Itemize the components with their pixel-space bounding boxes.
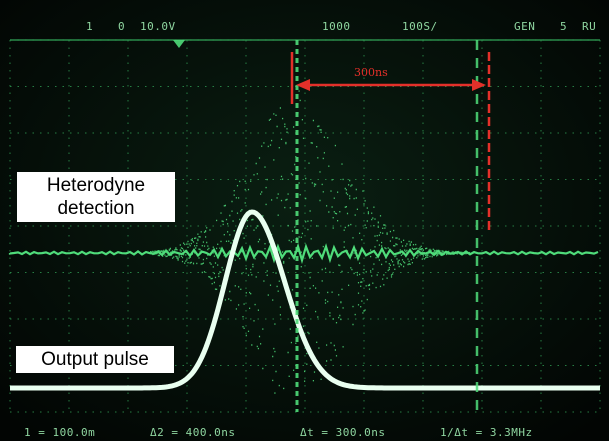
readout-inverse-delta-t: 1/Δt = 3.3MHz — [440, 426, 533, 439]
readout-gen-num: 5 — [560, 20, 568, 33]
marker-arrow-right — [472, 79, 486, 91]
readout-timebase: 1000 — [322, 20, 351, 33]
readout-ch1: 1 = 100.0m — [24, 426, 96, 439]
readout-trigger: 0 — [118, 20, 126, 33]
readout-samplerate: 100S/ — [402, 20, 438, 33]
output-pulse-trace — [10, 209, 600, 391]
marker-arrow-left — [296, 79, 310, 91]
readout-channel: 1 — [86, 20, 94, 33]
output-pulse-label: Output pulse — [16, 346, 174, 373]
trigger-position-marker — [173, 40, 185, 48]
readout-delta-t: Δt = 300.0ns — [300, 426, 386, 439]
time-markers — [290, 40, 491, 412]
readout-delta2: Δ2 = 400.0ns — [150, 426, 236, 439]
heterodyne-detection-label: Heterodyne detection — [17, 172, 175, 222]
heterodyne-baseline — [8, 242, 599, 265]
readout-volts: 10.0V — [140, 20, 176, 33]
time-marker-label: 300ns — [354, 66, 388, 79]
readout-gen: GEN — [514, 20, 536, 33]
readout-run: RU — [582, 20, 597, 33]
